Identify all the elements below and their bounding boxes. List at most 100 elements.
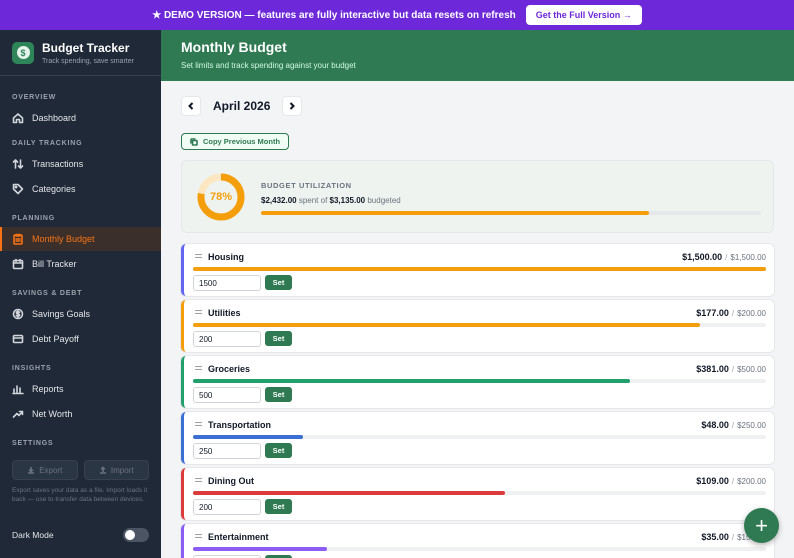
section-overview: OVERVIEW bbox=[12, 93, 57, 101]
set-budget-button[interactable]: Set bbox=[265, 555, 292, 558]
category-name: Groceries bbox=[208, 364, 251, 374]
sidebar-item-label: Dashboard bbox=[32, 113, 77, 123]
total-spent: $2,432.00 bbox=[261, 196, 297, 205]
demo-banner: ★ DEMO VERSION — features are fully inte… bbox=[0, 0, 794, 30]
page-title: Monthly Budget bbox=[181, 39, 287, 55]
amount-separator: / bbox=[731, 365, 735, 374]
prev-month-button[interactable] bbox=[181, 96, 201, 116]
budget-amount-input[interactable] bbox=[193, 275, 261, 291]
sidebar-item-label: Categories bbox=[32, 184, 76, 194]
category-spent: $381.00 bbox=[696, 364, 729, 374]
copy-icon bbox=[190, 137, 198, 146]
category-progress-bar bbox=[193, 491, 766, 495]
set-budget-button[interactable]: Set bbox=[265, 443, 292, 458]
category-name: Dining Out bbox=[208, 476, 254, 486]
drag-handle-icon[interactable] bbox=[195, 534, 202, 540]
set-budget-button[interactable]: Set bbox=[265, 275, 292, 290]
month-label: April 2026 bbox=[213, 99, 271, 113]
export-button[interactable]: Export bbox=[12, 460, 78, 480]
amount-separator: / bbox=[731, 533, 735, 542]
drag-handle-icon[interactable] bbox=[195, 478, 202, 484]
category-name: Housing bbox=[208, 252, 244, 262]
category-progress-bar bbox=[193, 323, 766, 327]
tag-icon bbox=[12, 183, 24, 195]
sidebar-item-debt-payoff[interactable]: Debt Payoff bbox=[0, 327, 161, 351]
utilization-donut bbox=[197, 173, 245, 221]
amount-separator: / bbox=[731, 477, 735, 486]
section-savings-debt: SAVINGS & DEBT bbox=[12, 289, 83, 297]
set-budget-button[interactable]: Set bbox=[265, 331, 292, 346]
sidebar-item-net-worth[interactable]: Net Worth bbox=[0, 402, 161, 426]
category-budget: $1,500.00 bbox=[730, 253, 766, 262]
card-icon bbox=[12, 334, 24, 344]
drag-handle-icon[interactable] bbox=[195, 254, 202, 260]
transfer-icon bbox=[12, 159, 24, 169]
utilization-title: BUDGET UTILIZATION bbox=[261, 181, 352, 190]
sidebar-item-transactions[interactable]: Transactions bbox=[0, 152, 161, 176]
sidebar-item-savings-goals[interactable]: Savings Goals bbox=[0, 302, 161, 326]
total-budgeted: $3,135.00 bbox=[329, 196, 366, 205]
drag-handle-icon[interactable] bbox=[195, 310, 202, 316]
category-amounts: $381.00/$500.00 bbox=[696, 364, 766, 374]
utilization-bar-fill bbox=[261, 211, 649, 215]
demo-banner-text: ★ DEMO VERSION — features are fully inte… bbox=[152, 9, 516, 21]
category-amounts: $48.00/$250.00 bbox=[701, 420, 766, 430]
budgeted-text: budgeted bbox=[367, 196, 401, 205]
category-amounts: $177.00/$200.00 bbox=[696, 308, 766, 318]
category-progress-bar bbox=[193, 379, 766, 383]
page-header: Monthly Budget Set limits and track spen… bbox=[161, 30, 794, 81]
brand: $ Budget Tracker Track spending, save sm… bbox=[0, 30, 161, 76]
set-budget-button[interactable]: Set bbox=[265, 499, 292, 514]
category-progress-fill bbox=[193, 379, 630, 383]
get-full-version-button[interactable]: Get the Full Version → bbox=[525, 5, 642, 25]
drag-handle-icon[interactable] bbox=[195, 422, 202, 428]
category-progress-fill bbox=[193, 435, 304, 439]
section-settings: SETTINGS bbox=[12, 439, 54, 447]
set-budget-button[interactable]: Set bbox=[265, 387, 292, 402]
app-title: Budget Tracker bbox=[42, 40, 130, 55]
dollar-icon: $ bbox=[12, 41, 34, 64]
sidebar-item-bill-tracker[interactable]: Bill Tracker bbox=[0, 252, 161, 276]
category-spent: $109.00 bbox=[696, 476, 729, 486]
sidebar-item-monthly-budget[interactable]: Monthly Budget bbox=[0, 227, 161, 251]
utilization-percent: 78% bbox=[209, 191, 233, 203]
upload-icon bbox=[99, 466, 106, 474]
next-month-button[interactable] bbox=[282, 96, 303, 116]
sidebar-item-categories[interactable]: Categories bbox=[0, 177, 161, 201]
utilization-summary: $2,432.00 spent of $3,135.00 budgeted bbox=[261, 196, 401, 205]
category-amounts: $1,500.00/$1,500.00 bbox=[682, 252, 766, 262]
sidebar-item-label: Transactions bbox=[32, 159, 84, 169]
app-subtitle: Track spending, save smarter bbox=[42, 57, 134, 65]
utilization-bar bbox=[261, 211, 761, 215]
sidebar-item-reports[interactable]: Reports bbox=[0, 377, 161, 401]
import-button[interactable]: Import bbox=[83, 460, 149, 480]
sidebar-item-dashboard[interactable]: Dashboard bbox=[0, 106, 161, 130]
budget-amount-input[interactable] bbox=[193, 443, 261, 459]
copy-previous-month-button[interactable]: Copy Previous Month bbox=[181, 133, 289, 150]
category-progress-fill bbox=[193, 323, 701, 327]
category-spent: $48.00 bbox=[701, 420, 729, 430]
category-name: Transportation bbox=[208, 420, 272, 430]
home-icon bbox=[12, 113, 24, 124]
budget-amount-input[interactable] bbox=[193, 387, 261, 403]
budget-amount-input[interactable] bbox=[193, 555, 261, 558]
budget-amount-input[interactable] bbox=[193, 331, 261, 347]
sidebar-item-label: Savings Goals bbox=[32, 309, 91, 319]
category-name: Entertainment bbox=[208, 532, 269, 542]
category-progress-fill bbox=[193, 547, 327, 551]
section-planning: PLANNING bbox=[12, 214, 55, 222]
chevron-left-icon bbox=[188, 102, 194, 110]
category-progress-fill bbox=[193, 267, 766, 271]
category-progress-fill bbox=[193, 491, 506, 495]
plus-icon: + bbox=[755, 512, 768, 538]
bar-chart-icon bbox=[12, 385, 24, 395]
dark-mode-toggle[interactable] bbox=[123, 528, 149, 542]
category-card: Dining Out $109.00/$200.00 Set bbox=[181, 468, 774, 520]
budget-amount-input[interactable] bbox=[193, 499, 261, 515]
category-card: Groceries $381.00/$500.00 Set bbox=[181, 356, 774, 408]
download-icon bbox=[28, 467, 35, 474]
add-button[interactable]: + bbox=[744, 508, 779, 543]
category-budget: $500.00 bbox=[737, 365, 766, 374]
drag-handle-icon[interactable] bbox=[195, 366, 202, 372]
category-budget: $250.00 bbox=[737, 421, 766, 430]
